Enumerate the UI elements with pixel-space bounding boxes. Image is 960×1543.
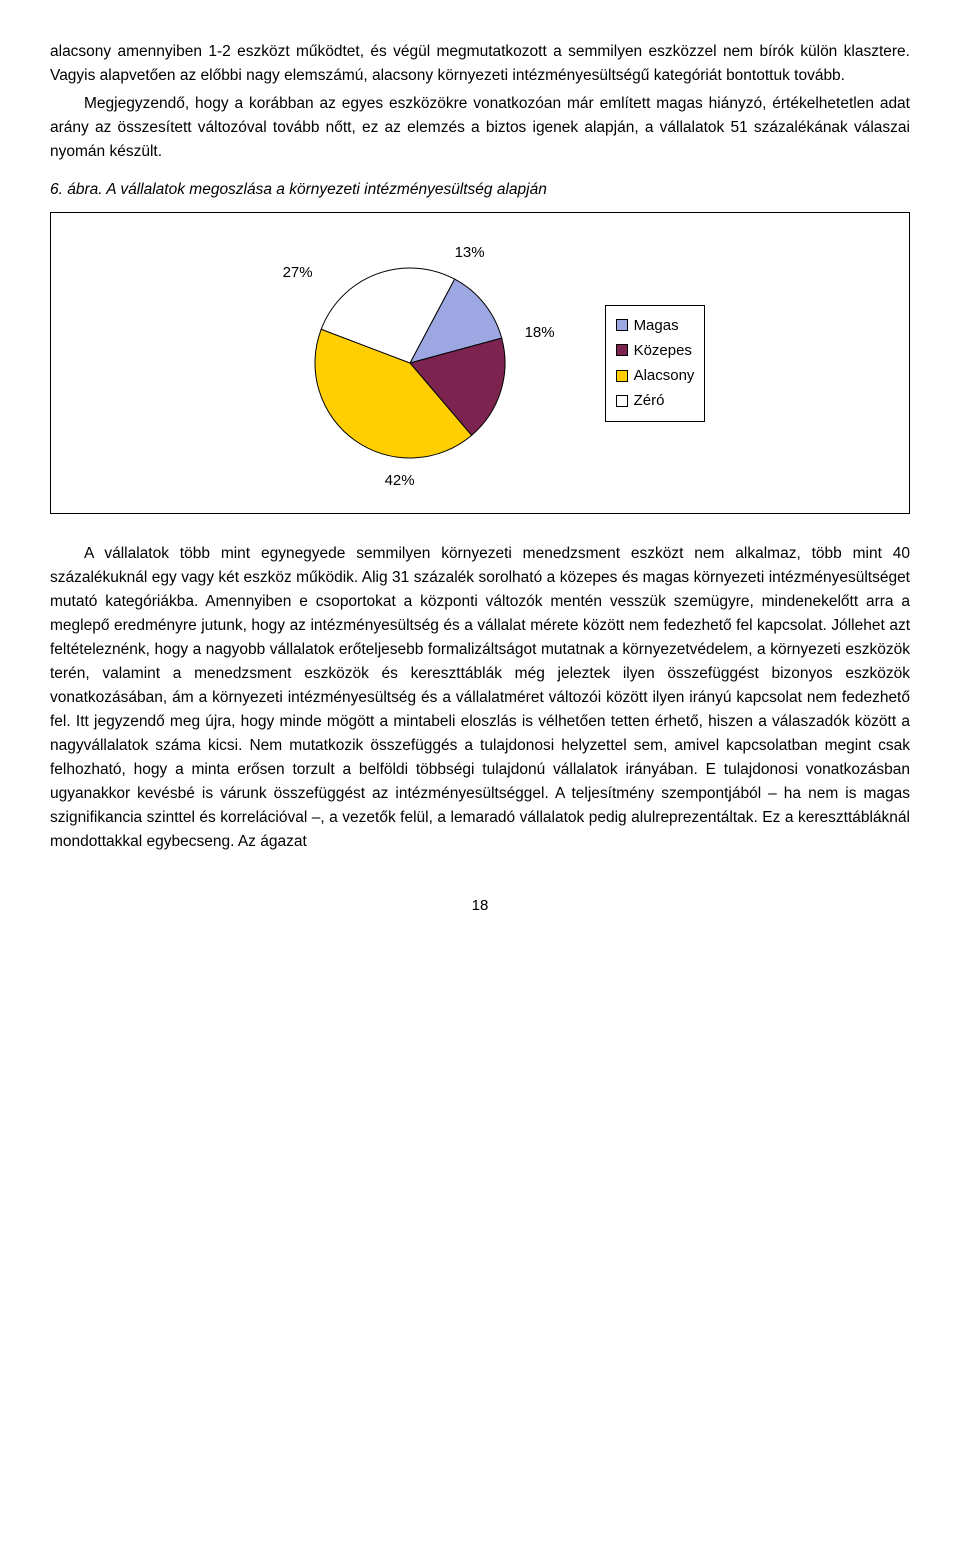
legend-label: Alacsony [634,364,695,387]
legend-item-zero: Zéró [616,389,695,412]
pie-label-magas: 13% [455,241,485,264]
pie-label-kozepes: 18% [525,321,555,344]
figure-caption: 6. ábra. A vállalatok megoszlása a körny… [50,178,910,202]
legend-label: Közepes [634,339,692,362]
paragraph-2: Megjegyzendő, hogy a korábban az egyes e… [50,92,910,164]
paragraph-1: alacsony amennyiben 1-2 eszközt működtet… [50,40,910,88]
pie-label-alacsony: 42% [385,469,415,492]
paragraph-3: A vállalatok több mint egynegyede semmil… [50,542,910,854]
pie-label-zero: 27% [283,261,313,284]
legend-label: Zéró [634,389,665,412]
legend-swatch [616,370,628,382]
legend-item-kozepes: Közepes [616,339,695,362]
legend-swatch [616,344,628,356]
pie-chart: 13% 18% 42% 27% [255,233,565,493]
page-number: 18 [50,894,910,917]
pie-chart-container: 13% 18% 42% 27% Magas Közepes Alacsony [50,212,910,514]
legend-item-alacsony: Alacsony [616,364,695,387]
legend-label: Magas [634,314,679,337]
legend-swatch [616,395,628,407]
legend-item-magas: Magas [616,314,695,337]
pie-legend: Magas Közepes Alacsony Zéró [605,305,706,422]
legend-swatch [616,319,628,331]
